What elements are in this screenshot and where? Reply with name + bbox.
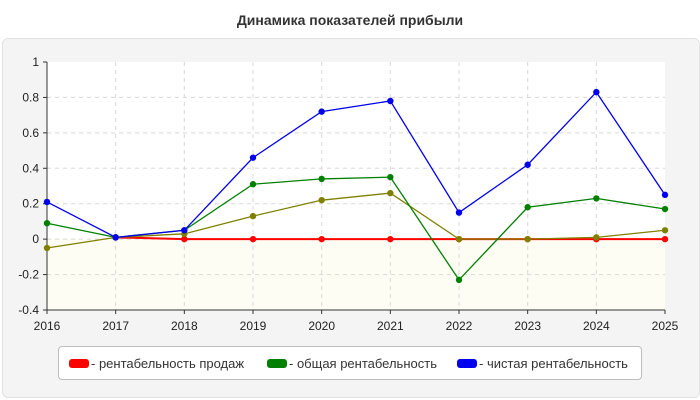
series-3-point-5 bbox=[387, 189, 394, 197]
series-1-point-8 bbox=[593, 195, 600, 202]
series-2-point-4 bbox=[318, 108, 325, 115]
series-0-point-4 bbox=[318, 235, 325, 243]
series-3-point-9 bbox=[661, 227, 669, 234]
series-3-point-7 bbox=[524, 235, 531, 243]
y-tick-label-4: 0.2 bbox=[22, 197, 39, 211]
series-3-point-6 bbox=[455, 235, 463, 243]
series-0-point-3 bbox=[249, 235, 257, 243]
legend-label-sales: - рентабельность продаж bbox=[91, 355, 245, 371]
series-2-point-9 bbox=[661, 191, 669, 199]
chart-title: Динамика показателей прибыли bbox=[236, 12, 464, 28]
x-tick-label-1: 2017 bbox=[102, 319, 129, 333]
series-1-point-4 bbox=[318, 175, 325, 183]
legend-swatch-sales bbox=[69, 358, 89, 368]
chart-legend: - рентабельность продаж - общая рентабел… bbox=[58, 346, 642, 380]
negative-band bbox=[47, 239, 665, 310]
legend-item-sales: - рентабельность продаж bbox=[69, 347, 244, 379]
y-tick-label-0: 1 bbox=[32, 55, 39, 69]
series-1-point-6 bbox=[455, 276, 463, 284]
series-0-point-9 bbox=[661, 235, 669, 243]
y-tick-label-7: -0.4 bbox=[18, 303, 39, 317]
series-1-point-0 bbox=[43, 220, 51, 227]
series-0-point-5 bbox=[387, 235, 394, 243]
series-line-3 bbox=[46, 192, 666, 249]
series-3-point-8 bbox=[593, 234, 600, 241]
series-3-point-4 bbox=[318, 196, 325, 204]
series-2-point-3 bbox=[249, 154, 257, 161]
x-tick-label-6: 2022 bbox=[446, 319, 473, 333]
series-2-point-6 bbox=[455, 209, 463, 216]
series-2-point-2 bbox=[181, 227, 188, 234]
x-tick-label-8: 2024 bbox=[583, 319, 610, 333]
legend-swatch-total bbox=[267, 358, 287, 368]
series-line-2 bbox=[46, 91, 666, 239]
legend-label-net: - чистая рентабельность bbox=[479, 355, 628, 371]
y-tick-label-2: 0.6 bbox=[22, 126, 39, 140]
series-2-point-5 bbox=[387, 97, 394, 105]
y-tick-label-3: 0.4 bbox=[22, 161, 39, 175]
legend-label-total: - общая рентабельность bbox=[289, 355, 437, 371]
x-tick-label-7: 2023 bbox=[514, 319, 541, 333]
x-tick-label-0: 2016 bbox=[34, 319, 61, 333]
series-2-point-7 bbox=[524, 161, 531, 168]
series-1-point-3 bbox=[249, 181, 257, 188]
y-tick-label-1: 0.8 bbox=[22, 90, 39, 104]
x-tick-label-4: 2020 bbox=[308, 319, 335, 333]
series-2-point-8 bbox=[593, 88, 600, 96]
legend-item-total: - общая рентабельность bbox=[267, 347, 437, 379]
legend-swatch-net bbox=[457, 358, 477, 368]
series-1-point-7 bbox=[524, 204, 531, 211]
x-tick-label-5: 2021 bbox=[377, 319, 404, 333]
series-0-point-2 bbox=[181, 235, 188, 243]
x-tick-label-9: 2025 bbox=[652, 319, 679, 333]
y-tick-label-5: 0 bbox=[32, 232, 39, 246]
y-tick-label-6: -0.2 bbox=[18, 268, 39, 282]
series-2-point-0 bbox=[43, 198, 51, 206]
x-tick-label-3: 2019 bbox=[240, 319, 267, 333]
series-2-point-1 bbox=[112, 234, 119, 241]
legend-item-net: - чистая рентабельность bbox=[457, 347, 628, 379]
series-1-point-9 bbox=[661, 205, 669, 213]
series-1-point-5 bbox=[387, 173, 394, 181]
series-3-point-0 bbox=[43, 244, 51, 252]
series-3-point-3 bbox=[249, 212, 257, 220]
x-tick-label-2: 2018 bbox=[171, 319, 198, 333]
